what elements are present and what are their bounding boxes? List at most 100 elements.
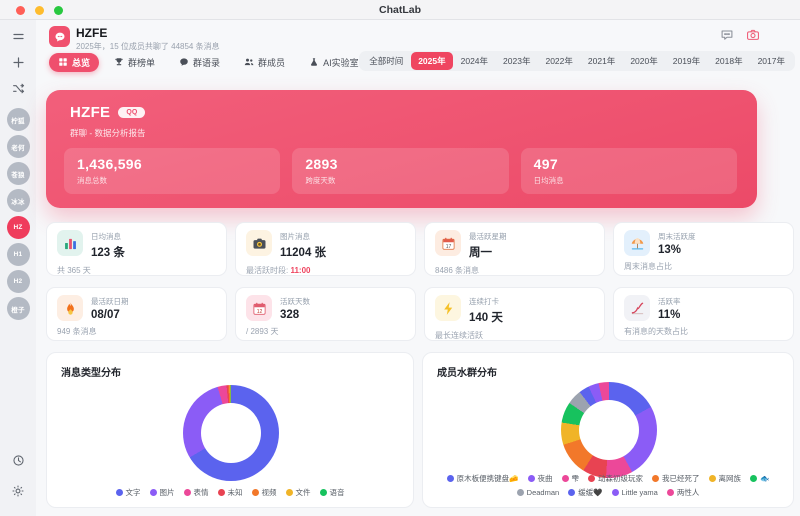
tab-ai-lab[interactable]: AI实验室: [300, 53, 368, 72]
beach-umbrella-icon: [624, 230, 650, 256]
calendar-red-icon: 12: [246, 295, 272, 321]
tab-ranking[interactable]: 群榜单: [105, 53, 164, 72]
year-filter: 全部时间 2025年 2024年 2023年 2022年 2021年 2020年 2019年 2…: [359, 51, 795, 71]
legend-dot: [568, 489, 576, 496]
year-item[interactable]: 2022年: [538, 52, 579, 70]
tab-quotes[interactable]: 群语录: [170, 53, 229, 72]
hero-stat-label: 消息总数: [77, 176, 107, 185]
stat-card-label: 图片消息: [280, 232, 310, 241]
hero-report-card: HZFE QQ 群聊 - 数据分析报告 1,436,596 消息总数 2893 跨度天…: [46, 90, 757, 208]
legend-dot: [285, 489, 293, 496]
group-avatar-list: 柠狐老何苍狼冰冰 HZ H1 H2 橙子: [0, 108, 36, 320]
stat-card-value: 周一: [469, 247, 492, 259]
legend-item[interactable]: 离网族: [708, 473, 741, 484]
tab-label: AI实验室: [323, 58, 359, 68]
legend-item[interactable]: 文字: [115, 487, 141, 498]
donut-chart[interactable]: [183, 385, 279, 481]
legend-item[interactable]: Little yama: [611, 487, 658, 498]
year-item[interactable]: 2021年: [581, 52, 622, 70]
legend-item[interactable]: 图片: [149, 487, 175, 498]
quotes-icon: [179, 57, 189, 69]
stat-card-label: 最活跃日期: [91, 297, 129, 306]
year-item[interactable]: 2019年: [666, 52, 707, 70]
ranking-icon: [114, 57, 124, 69]
lab-icon: [309, 57, 319, 69]
group-avatar[interactable]: H2: [6, 270, 30, 293]
shuffle-icon[interactable]: [0, 82, 36, 100]
stat-card-top: 最活跃日期 08/07: [57, 295, 216, 321]
legend-item[interactable]: 语音: [319, 487, 345, 498]
year-item[interactable]: 2023年: [496, 52, 537, 70]
year-item[interactable]: 2020年: [623, 52, 664, 70]
group-avatar[interactable]: 冰冰: [6, 189, 30, 212]
stat-card-texts: 日均消息 123 条: [91, 230, 125, 260]
donut-chart[interactable]: [561, 382, 657, 478]
year-item[interactable]: 2025年: [411, 52, 453, 70]
stat-card: 连续打卡 140 天最长连续活跃: [424, 287, 605, 341]
group-avatar[interactable]: HZ: [6, 216, 30, 239]
stat-card-top: 12 活跃天数 328: [246, 295, 405, 321]
group-avatar[interactable]: 柠狐: [6, 108, 30, 131]
year-item[interactable]: 全部时间: [362, 52, 410, 70]
stat-card-label: 连续打卡: [469, 297, 499, 306]
chart-title: 成员水群分布: [437, 368, 497, 379]
tab-overview[interactable]: 总览: [49, 53, 100, 72]
stat-card-subtext: 最长连续活跃: [435, 331, 483, 340]
legend-item[interactable]: 未知: [217, 487, 243, 498]
legend-dot: [251, 489, 259, 496]
legend-item[interactable]: 视频: [251, 487, 277, 498]
stat-card-texts: 连续打卡 140 天: [469, 295, 503, 325]
legend-item[interactable]: 雫: [561, 473, 579, 484]
stat-card-label: 最活跃星期: [469, 232, 507, 241]
menu-icon[interactable]: [0, 30, 36, 48]
year-item[interactable]: 2018年: [708, 52, 749, 70]
legend-item[interactable]: Deadman: [516, 487, 559, 498]
tab-label: 群语录: [193, 58, 221, 68]
legend-item[interactable]: 我已经死了: [652, 473, 700, 484]
tab-members[interactable]: 群成员: [235, 53, 294, 72]
minimize-button[interactable]: [35, 6, 44, 15]
year-item[interactable]: 2024年: [454, 52, 495, 70]
stat-card-texts: 最活跃日期 08/07: [91, 295, 129, 321]
legend-item[interactable]: 文件: [285, 487, 311, 498]
zoom-button[interactable]: [54, 6, 63, 15]
stat-card-subtext-accent: 11:00: [290, 266, 311, 275]
hero-title: HZFE: [70, 104, 111, 121]
legend-item[interactable]: 夜曲: [527, 473, 553, 484]
legend-dot: [446, 475, 454, 482]
close-button[interactable]: [16, 6, 25, 15]
stat-card-label: 周末活跃度: [658, 232, 696, 241]
group-avatar[interactable]: H1: [6, 243, 30, 266]
legend-item[interactable]: 缓缓🖤: [568, 487, 603, 498]
legend-dot: [750, 475, 757, 482]
tab-label: 群榜单: [128, 58, 156, 68]
add-icon[interactable]: [0, 56, 36, 74]
window-controls: [16, 6, 63, 15]
hero-stat-value: 497: [533, 156, 558, 172]
stat-card-subtext: 8486 条消息: [435, 266, 480, 275]
legend-item[interactable]: 🐟: [750, 473, 769, 484]
stat-card-texts: 周末活跃度 13%: [658, 230, 696, 256]
stat-card: 最活跃日期 08/07 949 条消息: [46, 287, 227, 341]
group-avatar[interactable]: 苍狼: [6, 162, 30, 185]
group-avatar[interactable]: 老何: [6, 135, 30, 158]
tab-bar: 总览 群榜单 群语录 群成员 AI实验室: [49, 53, 368, 72]
group-avatar[interactable]: 橙子: [6, 297, 30, 320]
camera-icon[interactable]: [746, 28, 760, 47]
legend-item[interactable]: 原木板便携键盘🧀: [446, 473, 519, 484]
history-icon[interactable]: [0, 454, 36, 472]
legend-dot: [611, 489, 619, 496]
legend-item[interactable]: 两性人: [666, 487, 699, 498]
stat-card-texts: 活跃天数 328: [280, 295, 310, 321]
chart-legend: 文字 图片 表情 未知 视频 文件 语音: [53, 487, 407, 498]
lightning-icon: [435, 295, 461, 321]
svg-text:17: 17: [445, 243, 451, 249]
legend-item[interactable]: 动森初级玩家: [588, 473, 643, 484]
trend-icon: [624, 295, 650, 321]
year-item[interactable]: 2017年: [751, 52, 792, 70]
feedback-icon[interactable]: [720, 28, 734, 47]
settings-icon[interactable]: [0, 484, 36, 503]
window-title: ChatLab: [379, 4, 421, 16]
legend-item[interactable]: 表情: [183, 487, 209, 498]
group-logo: [49, 26, 70, 47]
